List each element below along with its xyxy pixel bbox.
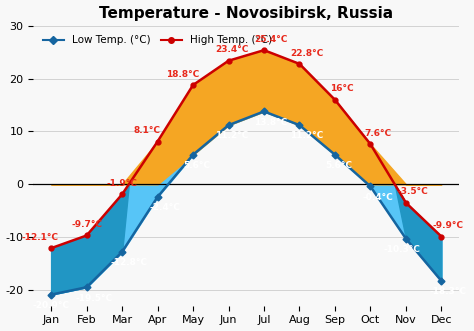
Low Temp. (°C)	[48, 293, 54, 297]
Low Temp. (°C)	[226, 123, 231, 127]
Text: 25.4°C: 25.4°C	[255, 35, 288, 44]
Text: 16°C: 16°C	[330, 84, 354, 93]
Text: -12.8°C: -12.8°C	[111, 258, 148, 267]
High Temp. (°C)	[226, 59, 231, 63]
Low Temp. (°C)	[403, 237, 409, 241]
Text: -19.5°C: -19.5°C	[75, 294, 112, 303]
High Temp. (°C)	[190, 83, 196, 87]
Text: -0.4°C: -0.4°C	[362, 193, 393, 202]
Text: 11.2°C: 11.2°C	[290, 131, 323, 140]
Text: 11.2°C: 11.2°C	[216, 131, 249, 140]
Low Temp. (°C)	[368, 184, 374, 188]
Low Temp. (°C)	[261, 110, 267, 114]
Text: 5.6°C: 5.6°C	[183, 161, 210, 170]
Legend: Low Temp. (°C), High Temp. (°C): Low Temp. (°C), High Temp. (°C)	[38, 31, 276, 49]
Low Temp. (°C)	[332, 153, 338, 157]
Text: -3.5°C: -3.5°C	[398, 187, 428, 196]
High Temp. (°C)	[403, 201, 409, 205]
Text: -9.9°C: -9.9°C	[433, 221, 464, 230]
Title: Temperature - Novosibirsk, Russia: Temperature - Novosibirsk, Russia	[99, 6, 393, 21]
Text: -1.9°C: -1.9°C	[107, 179, 137, 188]
High Temp. (°C)	[48, 246, 54, 250]
High Temp. (°C)	[438, 235, 444, 239]
Text: 5.6°C: 5.6°C	[325, 161, 352, 170]
High Temp. (°C)	[332, 98, 338, 102]
Line: Low Temp. (°C): Low Temp. (°C)	[49, 109, 444, 297]
Low Temp. (°C)	[155, 195, 160, 199]
Text: 7.6°C: 7.6°C	[364, 129, 391, 138]
High Temp. (°C)	[155, 140, 160, 144]
Low Temp. (°C)	[438, 279, 444, 283]
Text: 23.4°C: 23.4°C	[215, 45, 249, 54]
High Temp. (°C)	[84, 233, 90, 237]
Text: -10.3°C: -10.3°C	[384, 245, 421, 254]
Text: -18.3°C: -18.3°C	[430, 287, 467, 296]
Text: -12.1°C: -12.1°C	[22, 233, 59, 242]
Text: 22.8°C: 22.8°C	[290, 49, 323, 58]
Low Temp. (°C)	[190, 153, 196, 157]
Text: -9.7°C: -9.7°C	[71, 220, 102, 229]
Text: -20.9°C: -20.9°C	[33, 301, 70, 310]
Low Temp. (°C)	[297, 123, 302, 127]
Line: High Temp. (°C): High Temp. (°C)	[49, 48, 444, 251]
Low Temp. (°C)	[84, 285, 90, 289]
Text: 18.8°C: 18.8°C	[166, 70, 199, 79]
High Temp. (°C)	[261, 48, 267, 52]
Low Temp. (°C)	[119, 250, 125, 254]
High Temp. (°C)	[297, 62, 302, 66]
High Temp. (°C)	[368, 142, 374, 146]
High Temp. (°C)	[119, 192, 125, 196]
Text: -2.4°C: -2.4°C	[149, 203, 180, 212]
Text: 8.1°C: 8.1°C	[133, 126, 160, 135]
Text: 13.8°C: 13.8°C	[255, 118, 288, 127]
